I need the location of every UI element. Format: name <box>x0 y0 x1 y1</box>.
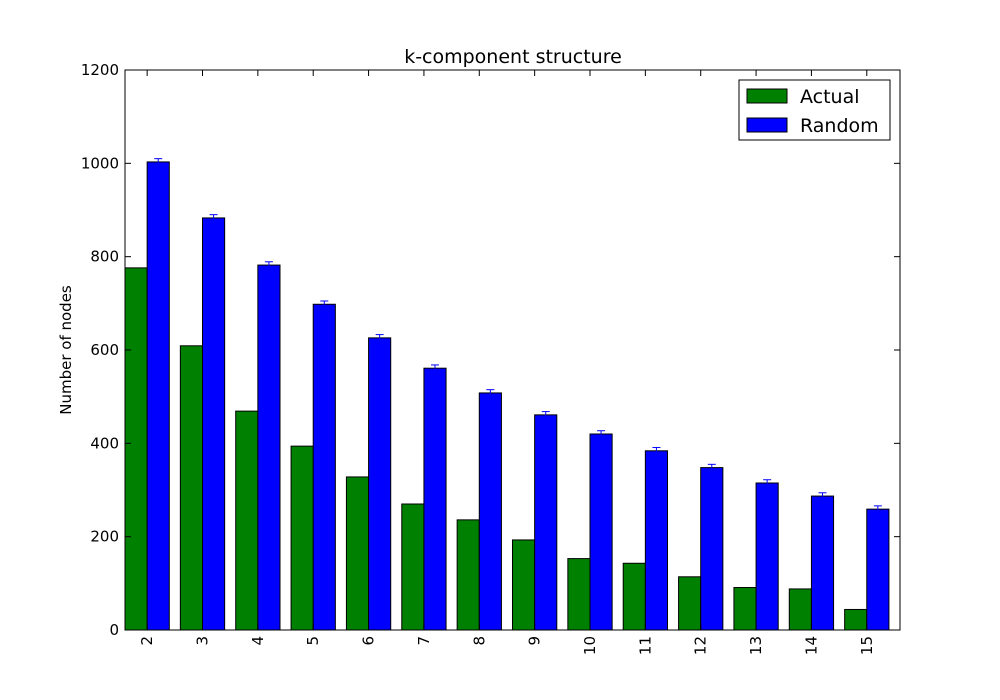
y-tick-label-1200: 1200 <box>81 61 119 79</box>
bar-actual-8 <box>456 519 480 631</box>
x-tick-label-5: 5 <box>304 636 322 646</box>
ticks-layer: 0 200 400 600 800 1000 1200 2 3 4 5 6 7 8 9 10 11 12 13 14 1… <box>81 61 900 655</box>
error-bar-random-2 <box>154 158 163 166</box>
x-tick-label-7: 7 <box>415 636 433 646</box>
bar-actual-13 <box>733 587 757 631</box>
error-bar-random-9 <box>541 411 550 419</box>
bar-random-2 <box>146 161 170 631</box>
y-tick-label-0: 0 <box>109 621 119 639</box>
bar-random-12 <box>700 467 724 631</box>
bar-actual-11 <box>622 562 646 631</box>
x-tick-label-6: 6 <box>360 636 378 646</box>
y-tick-label-200: 200 <box>90 528 119 546</box>
bar-actual-6 <box>345 476 370 631</box>
bar-actual-14 <box>788 588 812 631</box>
legend-label-random: Random <box>800 115 879 137</box>
x-tick-label-2: 2 <box>138 636 156 646</box>
error-bar-random-13 <box>763 479 772 487</box>
x-tick-label-4: 4 <box>249 636 267 646</box>
legend-swatch-actual <box>746 88 788 104</box>
bar-actual-2 <box>124 267 148 631</box>
bar-random-3 <box>202 217 226 631</box>
bar-random-10 <box>589 433 613 631</box>
bar-actual-5 <box>290 445 314 631</box>
x-tick-label-8: 8 <box>470 636 488 646</box>
x-tick-label-9: 9 <box>526 636 544 646</box>
bar-random-14 <box>810 495 835 631</box>
error-bar-random-12 <box>707 463 716 472</box>
bar-random-7 <box>423 367 447 631</box>
x-tick-label-14: 14 <box>802 636 820 655</box>
y-tick-label-600: 600 <box>90 341 119 359</box>
y-tick-label-800: 800 <box>90 248 119 266</box>
error-bar-random-5 <box>320 300 329 309</box>
bar-actual-9 <box>512 539 536 631</box>
bar-actual-12 <box>678 576 702 631</box>
bar-random-13 <box>755 482 779 631</box>
legend-label-actual: Actual <box>800 86 860 108</box>
bar-random-6 <box>368 337 392 631</box>
bar-actual-7 <box>401 503 425 631</box>
error-bar-random-15 <box>873 505 882 513</box>
bar-actual-4 <box>235 410 259 631</box>
bar-actual-10 <box>567 558 591 631</box>
error-bar-random-3 <box>209 214 218 222</box>
x-tick-label-15: 15 <box>858 636 876 655</box>
error-bar-random-8 <box>486 389 495 397</box>
y-axis-label: Number of nodes <box>57 285 75 415</box>
error-bar-random-11 <box>652 447 661 455</box>
bar-actual-3 <box>179 345 204 631</box>
legend: Actual Random <box>738 79 891 141</box>
error-bar-random-6 <box>375 334 384 342</box>
chart-title: k-component structure <box>404 46 622 68</box>
error-bar-random-14 <box>818 492 827 500</box>
bars-layer <box>124 161 890 631</box>
x-tick-label-3: 3 <box>194 636 212 646</box>
bar-actual-15 <box>844 608 868 631</box>
bar-random-5 <box>312 303 336 631</box>
bar-random-8 <box>478 392 502 631</box>
error-bar-random-4 <box>264 261 273 269</box>
legend-swatch-random <box>746 117 788 133</box>
x-tick-label-11: 11 <box>636 636 654 655</box>
x-tick-label-13: 13 <box>747 636 765 655</box>
bar-random-11 <box>644 450 668 631</box>
bar-random-9 <box>534 414 558 631</box>
y-tick-label-1000: 1000 <box>81 154 119 172</box>
x-tick-label-12: 12 <box>692 636 710 655</box>
error-bars-layer <box>154 158 882 513</box>
y-tick-label-400: 400 <box>90 434 119 452</box>
error-bar-random-7 <box>431 364 439 372</box>
x-tick-label-10: 10 <box>581 636 599 655</box>
bar-random-15 <box>866 508 890 631</box>
error-bar-random-10 <box>597 430 606 438</box>
bar-random-4 <box>257 264 281 631</box>
